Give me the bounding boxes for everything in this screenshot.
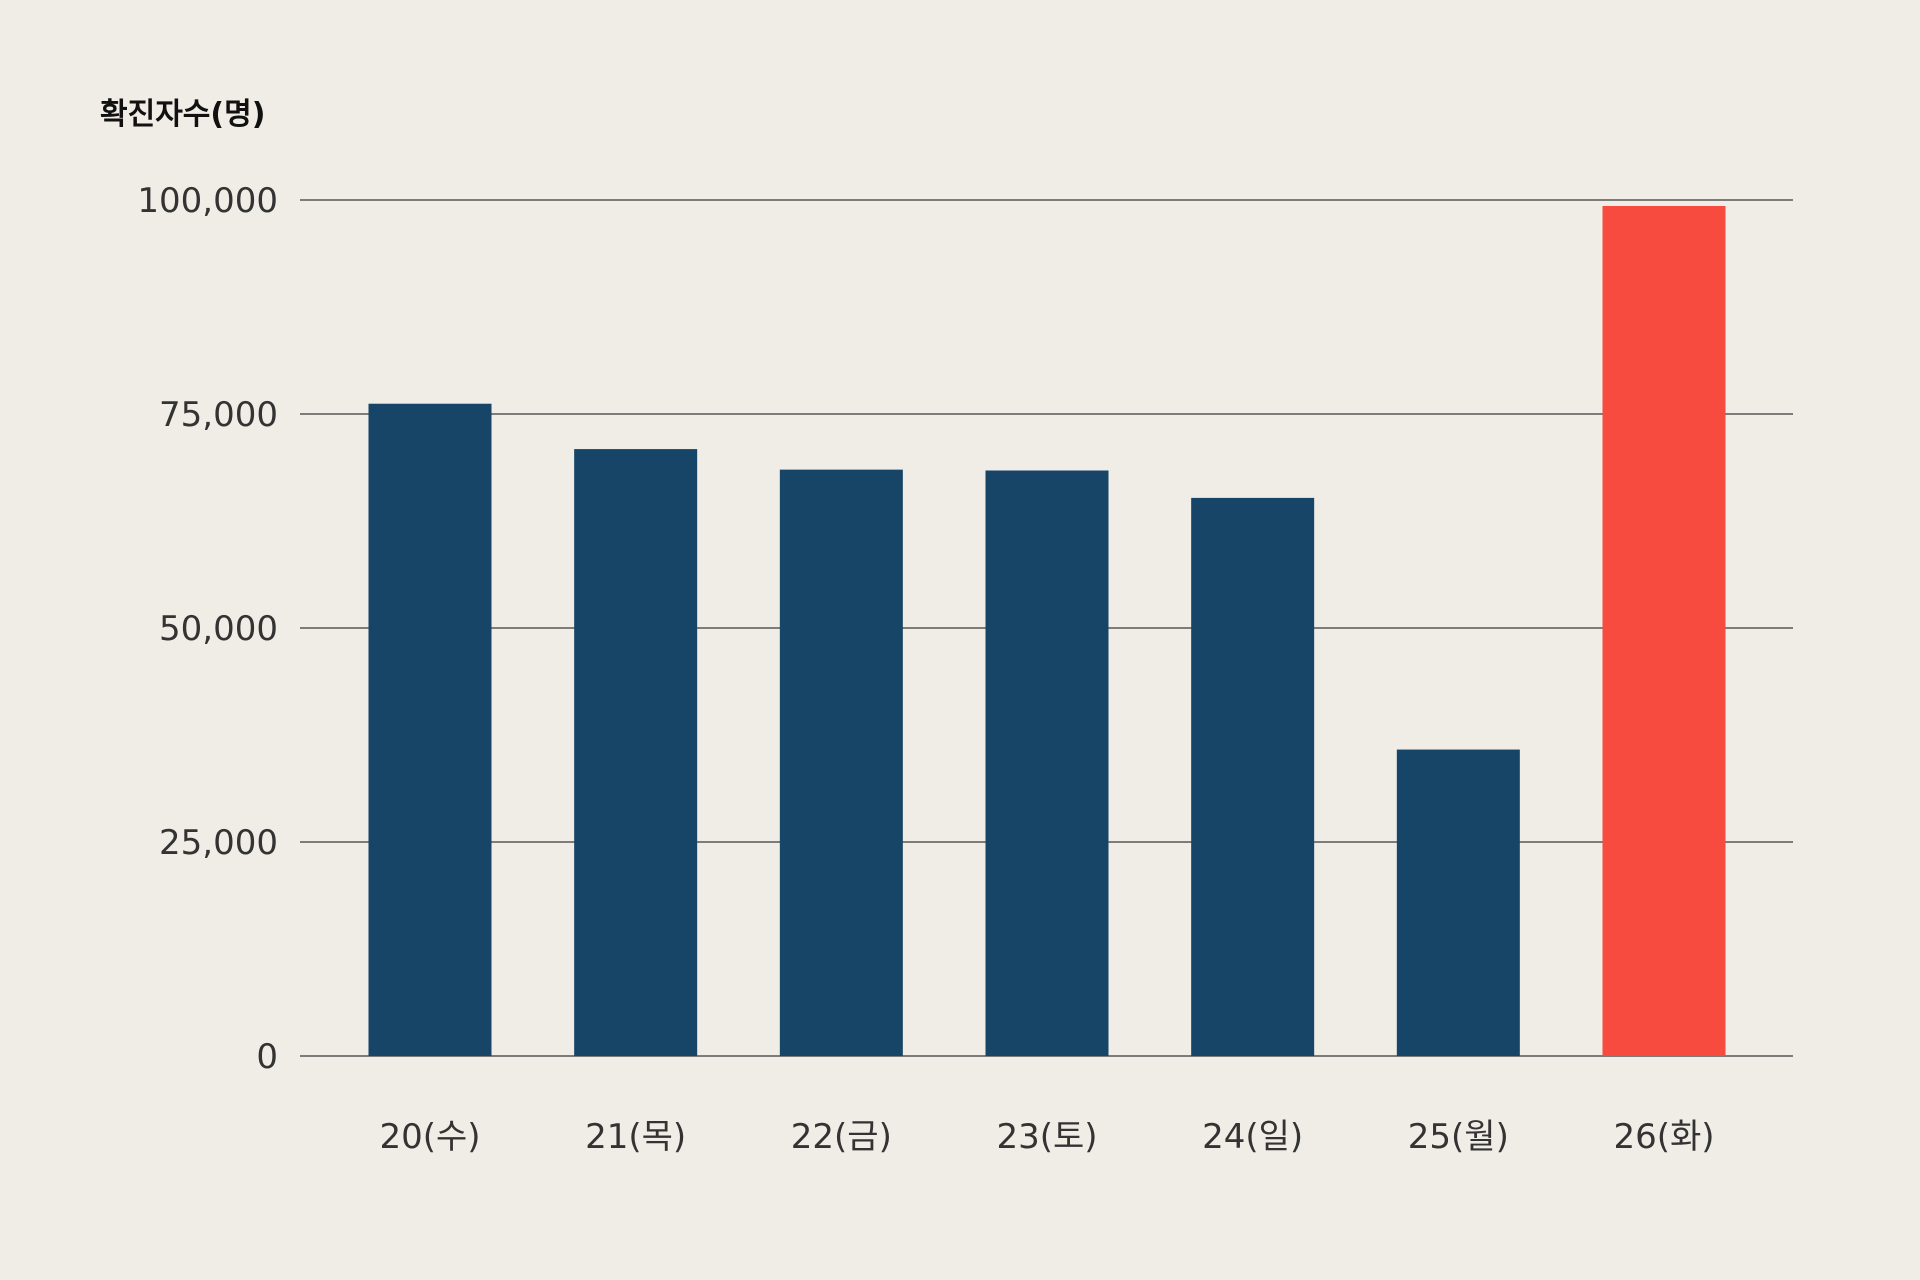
bar-2 (779, 469, 903, 1056)
x-tick-label: 24(일) (1202, 1117, 1303, 1157)
x-tick-label: 20(수) (379, 1117, 480, 1157)
y-tick-label: 75,000 (159, 395, 278, 435)
y-tick-label: 100,000 (137, 181, 278, 221)
x-tick-label: 25(월) (1408, 1117, 1509, 1157)
y-tick-label: 25,000 (159, 823, 278, 863)
x-tick-label: 23(토) (996, 1117, 1097, 1157)
x-tick-label: 26(화) (1613, 1117, 1714, 1157)
y-tick-label: 0 (256, 1037, 278, 1077)
bar-6 (1602, 205, 1726, 1056)
x-tick-label: 21(목) (585, 1117, 686, 1157)
bar-5 (1396, 749, 1520, 1056)
y-axis-label: 확진자수(명) (100, 97, 265, 132)
bar-3 (985, 470, 1109, 1057)
y-tick-labels: 0 25,000 50,000 75,000 100,000 (137, 181, 278, 1077)
bar-1 (574, 449, 698, 1056)
bar-4 (1191, 497, 1315, 1056)
x-tick-labels: 20(수) 21(목) 22(금) 23(토) 24(일) 25(월) 26(화) (379, 1117, 1714, 1157)
y-tick-label: 50,000 (159, 609, 278, 649)
bars (368, 205, 1726, 1057)
x-tick-label: 22(금) (791, 1117, 892, 1157)
bar-0 (368, 403, 492, 1056)
